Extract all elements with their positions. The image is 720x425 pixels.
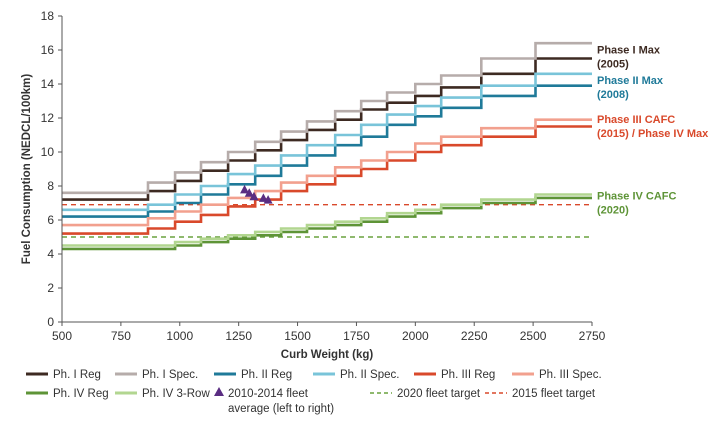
y-axis-title: Fuel Consumption (NEDCL/100km) [21, 74, 33, 265]
y-tick-label: 4 [47, 247, 54, 261]
end-labels: Phase I Max (2005) Phase II Max (2008) Phase… [597, 44, 709, 216]
legend-label-ph-iii-spec: Ph. III Spec. [539, 369, 602, 381]
x-tick-label: 500 [52, 329, 72, 343]
x-tick-label: 1000 [166, 329, 193, 343]
x-tick-label: 1500 [284, 329, 311, 343]
legend-label-ph-i-spec: Ph. I Spec. [142, 369, 198, 381]
series-line-ph-ii-spec [62, 72, 592, 212]
series-line-ph-i-spec [62, 41, 592, 195]
series-line-ph-iv-3-row [62, 193, 592, 247]
x-tick-label: 2750 [579, 329, 606, 343]
end-label-phase-iv-cafc: (2020) [597, 205, 629, 217]
x-tick-label: 1750 [343, 329, 370, 343]
y-tick-label: 10 [41, 145, 55, 159]
legend-label-fleet-average: 2010-2014 fleet [228, 388, 309, 400]
end-label-phase-iv-cafc: Phase IV CAFC [597, 191, 677, 203]
y-tick-label: 18 [41, 9, 55, 23]
y-tick-label: 12 [41, 111, 55, 125]
x-tick-label: 750 [111, 329, 131, 343]
end-label-phase-i-max: Phase I Max [597, 44, 661, 56]
legend: Ph. I Reg Ph. I Spec. Ph. II Reg Ph. II Spe… [26, 369, 602, 415]
series-line-ph-iv-reg [62, 196, 592, 251]
series-line-ph-i-reg [62, 57, 592, 201]
end-label-phase-i-max: (2005) [597, 58, 629, 70]
legend-swatch-fleet-average [214, 387, 224, 396]
end-label-phase-ii-max: Phase II Max [597, 75, 664, 87]
x-tick-label: 2250 [461, 329, 488, 343]
legend-label-ph-ii-spec: Ph. II Spec. [340, 369, 399, 381]
end-label-phase-ii-max: (2008) [597, 89, 629, 101]
x-tick-label: 2000 [402, 329, 429, 343]
legend-label-ph-iii-reg: Ph. III Reg [441, 369, 495, 381]
x-tick-label: 2500 [520, 329, 547, 343]
series-line-ph-iii-spec [62, 118, 592, 227]
x-axis-title: Curb Weight (kg) [281, 349, 374, 361]
end-label-phase-iii-cafc: Phase III CAFC [597, 114, 675, 126]
y-tick-label: 0 [47, 315, 54, 329]
x-tick-label: 1250 [225, 329, 252, 343]
legend-label-ph-ii-reg: Ph. II Reg [241, 369, 292, 381]
legend-label-ph-iv-3-row: Ph. IV 3-Row [142, 388, 210, 400]
y-tick-label: 14 [41, 77, 55, 91]
legend-label-2020-fleet-target: 2020 fleet target [397, 388, 481, 400]
y-tick-label: 8 [47, 179, 54, 193]
fleet-point-3 [249, 191, 259, 201]
axes: 0 2 4 6 8 10 12 14 16 18 500 750 1000 1250 1500 1750 200… [21, 9, 606, 361]
series-line-ph-iii-reg [62, 125, 592, 235]
end-label-phase-iii-cafc: (2015) / Phase IV Max [597, 128, 709, 140]
legend-label-2015-fleet-target: 2015 fleet target [512, 388, 596, 400]
legend-label-fleet-average: average (left to right) [228, 403, 334, 415]
fleet-point-2 [244, 188, 254, 197]
y-tick-label: 16 [41, 43, 55, 57]
fleet-point-1 [240, 184, 250, 194]
fleet-point-5 [263, 195, 273, 204]
y-tick-label: 2 [47, 281, 54, 295]
legend-label-ph-iv-reg: Ph. IV Reg [53, 388, 109, 400]
series-line-ph-ii-reg [62, 84, 592, 218]
y-tick-label: 6 [47, 213, 54, 227]
legend-label-ph-i-reg: Ph. I Reg [53, 369, 101, 381]
series-layer [62, 41, 592, 251]
